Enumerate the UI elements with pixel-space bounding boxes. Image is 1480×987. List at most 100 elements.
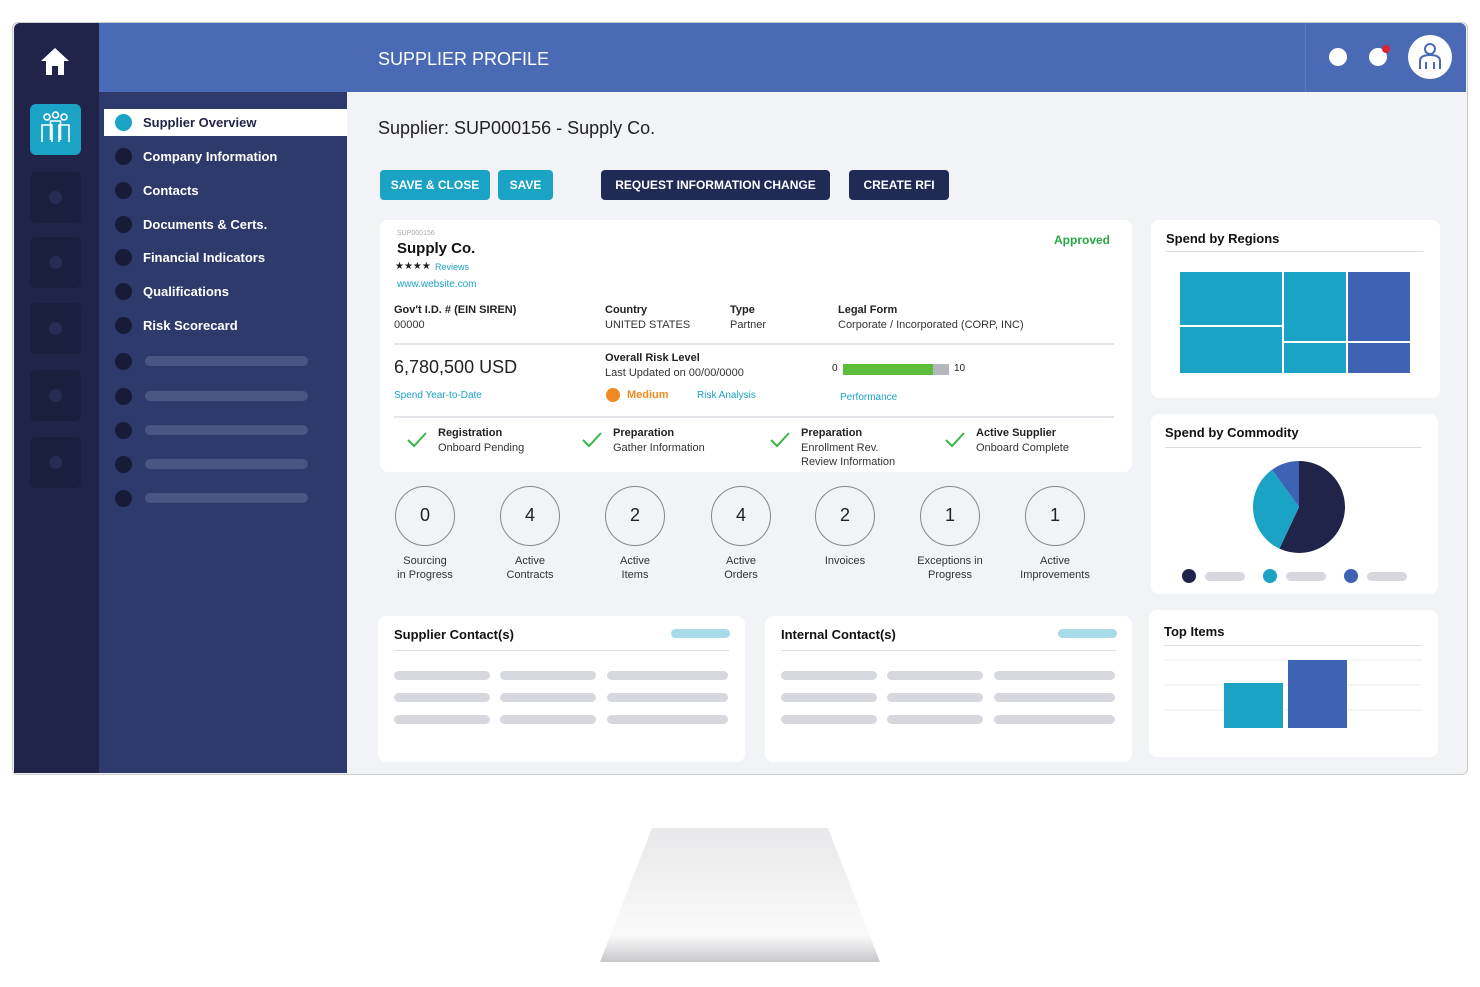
- nav-item[interactable]: Company Information: [143, 149, 278, 164]
- performance-bar: [843, 364, 934, 375]
- nav-placeholder: [145, 391, 308, 401]
- step-detail: Review Information: [801, 456, 896, 468]
- stat-circle: [605, 486, 665, 546]
- bar: [1288, 660, 1347, 728]
- placeholder: [994, 715, 1115, 724]
- stat-circle: [711, 486, 771, 546]
- button[interactable]: REQUEST INFORMATION CHANGE: [601, 170, 830, 200]
- avatar[interactable]: [1408, 35, 1452, 79]
- website-link[interactable]: www.website.com: [397, 279, 477, 290]
- divider: [1165, 447, 1422, 448]
- stat-label: Active: [620, 555, 650, 567]
- stat-value: 2: [629, 505, 640, 525]
- divider: [394, 343, 1114, 345]
- placeholder: [781, 715, 877, 724]
- reviews-link[interactable]: Reviews: [435, 262, 470, 272]
- check-icon: [407, 432, 427, 448]
- stat-circle: [815, 486, 875, 546]
- placeholder: [607, 693, 728, 702]
- stat-circle: [395, 486, 455, 546]
- stat-value: 0: [419, 505, 430, 525]
- spend-amount: 6,780,500 USD: [394, 357, 518, 377]
- nav-bullet: [115, 249, 132, 266]
- step-title: Active Supplier: [976, 427, 1057, 439]
- nav-bullet: [115, 148, 132, 165]
- risk-analysis-link[interactable]: Risk Analysis: [697, 390, 756, 401]
- stat-label: Active: [726, 555, 756, 567]
- nav-item[interactable]: Qualifications: [143, 284, 229, 299]
- stat-circle: [500, 486, 560, 546]
- divider: [394, 650, 729, 651]
- nav-item[interactable]: Documents & Certs.: [143, 217, 268, 232]
- check-icon: [582, 432, 602, 448]
- nav-item[interactable]: Financial Indicators: [143, 250, 266, 265]
- field-value: 00000: [394, 319, 425, 331]
- contact-title: Internal Contact(s): [781, 627, 896, 642]
- check-icon: [945, 432, 965, 448]
- performance-min: 0: [832, 363, 838, 374]
- home-icon[interactable]: [38, 45, 72, 79]
- placeholder: [781, 693, 877, 702]
- contact-card: [765, 616, 1132, 762]
- monitor-stand: [600, 828, 880, 962]
- risk-level: Medium: [627, 389, 669, 401]
- avatar-icon: [1419, 43, 1441, 69]
- placeholder: [994, 671, 1115, 680]
- nav-item[interactable]: Risk Scorecard: [143, 318, 238, 333]
- check: [582, 432, 602, 448]
- field-value: Corporate / Incorporated (CORP, INC): [838, 319, 1024, 331]
- check: [407, 432, 427, 448]
- alert-icon[interactable]: [1369, 48, 1387, 66]
- treemap: [1180, 272, 1410, 373]
- header-title: SUPPLIER PROFILE: [378, 49, 550, 69]
- divider: [1166, 251, 1423, 252]
- divider: [781, 650, 1116, 651]
- stat-label: Invoices: [824, 555, 866, 567]
- divider: [394, 416, 1114, 418]
- spend-label[interactable]: Spend Year-to-Date: [394, 390, 482, 401]
- placeholder: [994, 693, 1115, 702]
- button[interactable]: SAVE: [498, 170, 553, 200]
- nav-placeholder: [145, 425, 308, 435]
- button[interactable]: CREATE RFI: [849, 170, 949, 200]
- nav-bullet: [115, 317, 132, 334]
- placeholder: [500, 715, 596, 724]
- stat-label: Orders: [724, 569, 758, 581]
- check: [770, 432, 790, 448]
- placeholder: [887, 671, 983, 680]
- regions-title: Spend by Regions: [1166, 231, 1280, 246]
- status: Approved: [1054, 233, 1111, 247]
- nav-bullet: [115, 353, 132, 370]
- performance-label[interactable]: Performance: [840, 392, 898, 403]
- contact-card: [378, 616, 745, 762]
- stat-label: Exceptions in: [917, 555, 983, 567]
- nav-placeholder: [145, 493, 308, 503]
- placeholder: [607, 715, 728, 724]
- icon-dot: [49, 456, 62, 469]
- nav-bullet: [115, 182, 132, 199]
- icon-dot: [49, 389, 62, 402]
- nav-item[interactable]: Supplier Overview: [143, 115, 257, 130]
- nav-bullet: [115, 422, 132, 439]
- stat-value: 1: [944, 505, 955, 525]
- notification-icon[interactable]: [1329, 48, 1347, 66]
- risk-dot: [606, 388, 620, 402]
- header-bar: [99, 23, 1466, 92]
- button[interactable]: SAVE & CLOSE: [380, 170, 490, 200]
- nav-active: [104, 109, 347, 136]
- commodity-title: Spend by Commodity: [1165, 425, 1299, 440]
- supplier-name: Supply Co.: [397, 240, 476, 257]
- field-label: Legal Form: [838, 304, 898, 316]
- step-title: Registration: [438, 427, 503, 439]
- divider: [1164, 645, 1421, 646]
- risk-updated: Last Updated on 00/00/0000: [605, 367, 744, 379]
- top-items-title: Top Items: [1164, 624, 1225, 639]
- nav-item[interactable]: Contacts: [143, 183, 199, 198]
- pie-chart: [1253, 461, 1345, 553]
- contact-pill: [671, 629, 730, 638]
- stat-label: Contracts: [506, 569, 554, 581]
- legend-dot: [1344, 569, 1358, 583]
- placeholder: [394, 693, 490, 702]
- placeholder: [394, 671, 490, 680]
